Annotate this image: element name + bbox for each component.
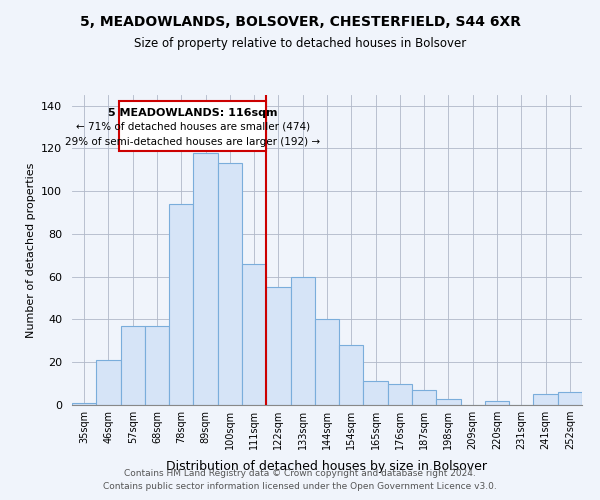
- Bar: [388, 384, 412, 405]
- Bar: [339, 345, 364, 405]
- Text: ← 71% of detached houses are smaller (474): ← 71% of detached houses are smaller (47…: [76, 122, 310, 132]
- Text: 5, MEADOWLANDS, BOLSOVER, CHESTERFIELD, S44 6XR: 5, MEADOWLANDS, BOLSOVER, CHESTERFIELD, …: [79, 15, 521, 29]
- Bar: [315, 320, 339, 405]
- Y-axis label: Number of detached properties: Number of detached properties: [26, 162, 35, 338]
- Bar: [558, 392, 582, 405]
- Text: Contains HM Land Registry data © Crown copyright and database right 2024.: Contains HM Land Registry data © Crown c…: [124, 468, 476, 477]
- Bar: [364, 382, 388, 405]
- Bar: [412, 390, 436, 405]
- Bar: [485, 400, 509, 405]
- Bar: [96, 360, 121, 405]
- Bar: [242, 264, 266, 405]
- Bar: [266, 288, 290, 405]
- Text: 29% of semi-detached houses are larger (192) →: 29% of semi-detached houses are larger (…: [65, 136, 320, 146]
- Bar: [145, 326, 169, 405]
- Bar: [533, 394, 558, 405]
- Text: Contains public sector information licensed under the Open Government Licence v3: Contains public sector information licen…: [103, 482, 497, 491]
- Bar: [169, 204, 193, 405]
- FancyBboxPatch shape: [119, 102, 266, 150]
- Bar: [72, 403, 96, 405]
- Bar: [193, 152, 218, 405]
- X-axis label: Distribution of detached houses by size in Bolsover: Distribution of detached houses by size …: [167, 460, 487, 473]
- Bar: [290, 276, 315, 405]
- Bar: [436, 398, 461, 405]
- Bar: [121, 326, 145, 405]
- Text: 5 MEADOWLANDS: 116sqm: 5 MEADOWLANDS: 116sqm: [108, 108, 278, 118]
- Bar: [218, 164, 242, 405]
- Text: Size of property relative to detached houses in Bolsover: Size of property relative to detached ho…: [134, 38, 466, 51]
